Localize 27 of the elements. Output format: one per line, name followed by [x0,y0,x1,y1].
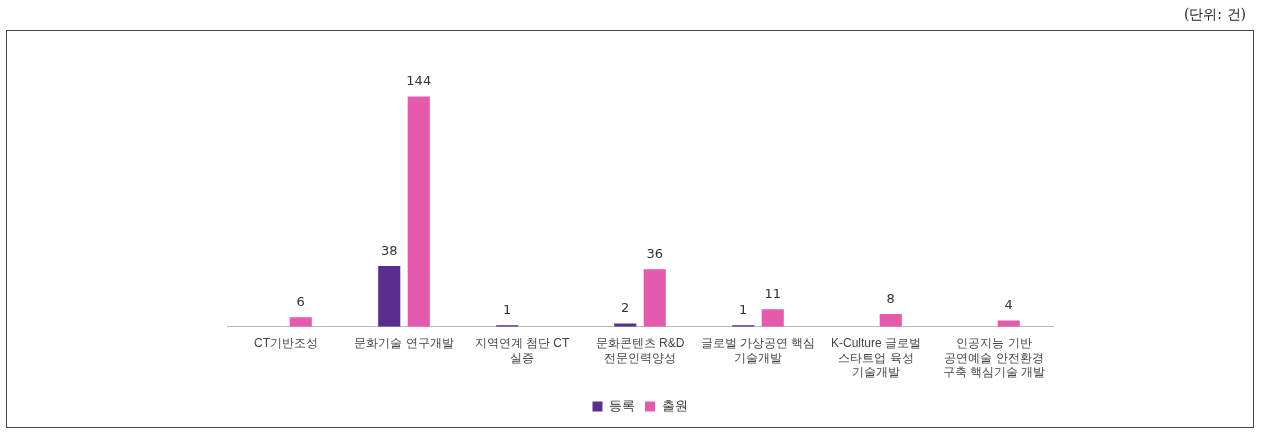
data-label: 144 [406,73,432,89]
x-tick-label: 문화콘텐츠 R&D 전문인력양성 [595,336,685,365]
x-tick-label: K-Culture 글로벌 스타트업 육성 기술개발 [830,336,922,380]
text: (단위: 건) [1183,6,1246,24]
data-label: 2 [621,300,630,316]
data-label: 38 [380,242,398,258]
x-tick-label: CT기반조성 [254,336,318,351]
bar [378,266,401,327]
bar [643,269,666,327]
x-tick-label: 지역연계 첨단 CT 실증 [474,336,570,365]
data-label: 6 [296,294,305,310]
data-label: 36 [646,246,664,262]
legend-label: 출원 [661,398,688,414]
x-tick-label: 문화기술 연구개발 [354,336,454,351]
x-tick-label: 인공지능 기반 공연예술 안전환경 구축 핵심기술 개발 [942,336,1046,380]
x-tick-label: 글로벌 가상공연 핵심 기술개발 [700,336,816,365]
data-label: 1 [503,302,512,318]
bar [997,320,1020,327]
data-label: 4 [1004,297,1013,313]
data-label: 1 [739,302,748,318]
bar [761,309,784,327]
legend-label: 등록 [609,398,635,414]
data-label: 8 [886,290,895,306]
bar [289,317,312,327]
bar [407,96,430,327]
bar [879,314,902,327]
data-label: 11 [764,286,782,302]
